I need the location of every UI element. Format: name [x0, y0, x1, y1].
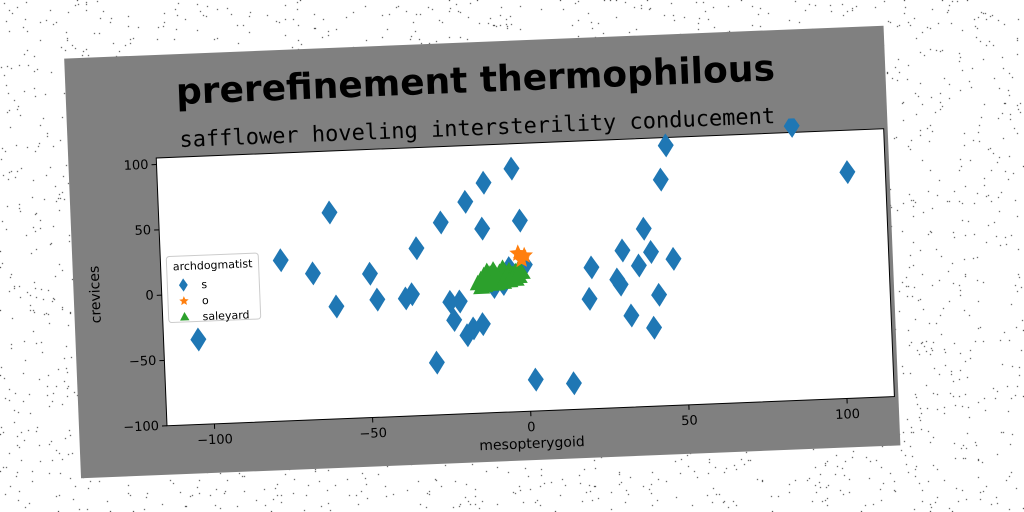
- legend-title: archdogmatist: [173, 257, 254, 273]
- point-s: [451, 289, 468, 314]
- x-axis-label: mesopterygoid: [479, 434, 585, 454]
- point-s: [643, 239, 660, 264]
- x-tick-label: 100: [835, 407, 860, 423]
- point-s: [474, 216, 491, 241]
- point-s: [442, 289, 459, 314]
- point-s: [272, 248, 289, 273]
- y-tick-label: 50: [134, 223, 151, 239]
- point-s: [635, 216, 652, 241]
- point-s: [581, 286, 598, 311]
- point-s: [651, 282, 668, 307]
- legend-label: s: [201, 278, 208, 291]
- point-s: [408, 236, 425, 261]
- y-tick-label: 0: [145, 288, 154, 303]
- point-s: [630, 253, 647, 278]
- point-s: [304, 261, 321, 286]
- point-s: [511, 208, 528, 233]
- point-s: [565, 371, 582, 396]
- point-s: [361, 261, 378, 286]
- legend-marker-saleyard: [180, 312, 190, 321]
- point-s: [432, 210, 449, 235]
- point-s: [459, 323, 476, 348]
- point-s: [623, 303, 640, 328]
- point-s: [657, 133, 674, 158]
- x-tick-label: 50: [681, 413, 698, 429]
- y-axis: −100 −50 0 50 100: [123, 158, 168, 436]
- point-s: [503, 156, 520, 181]
- point-s: [397, 286, 414, 311]
- x-axis: −100 −50 0 50 100: [197, 398, 860, 449]
- x-tick-label: −50: [359, 426, 387, 442]
- chart-figure: prerefinement thermophilous safflower ho…: [64, 25, 901, 479]
- point-saleyard: [507, 270, 525, 287]
- y-tick-label: −50: [129, 354, 157, 370]
- point-s: [646, 315, 663, 340]
- point-s: [465, 316, 482, 341]
- point-s: [369, 287, 386, 312]
- y-tick-label: −100: [123, 419, 159, 435]
- point-s: [190, 327, 207, 352]
- x-tick-label: 0: [527, 420, 536, 435]
- legend-marker-s: [178, 278, 188, 292]
- marks-clip: [190, 114, 856, 396]
- legend-marker-o: [179, 296, 189, 306]
- legend-label: o: [202, 294, 210, 307]
- point-s: [321, 200, 338, 225]
- point-s: [403, 282, 420, 307]
- point-s: [428, 350, 445, 375]
- legend-box: [165, 252, 262, 324]
- point-s: [614, 238, 631, 263]
- point-s: [583, 255, 600, 280]
- point-s: [475, 170, 492, 195]
- x-tick-label: −100: [197, 432, 233, 448]
- point-s: [457, 189, 474, 214]
- point-s: [839, 160, 856, 185]
- point-s: [665, 246, 682, 271]
- y-tick-label: 100: [123, 158, 148, 174]
- point-s: [527, 367, 544, 392]
- point-s: [446, 308, 463, 333]
- point-s: [328, 294, 345, 319]
- point-s: [474, 312, 491, 337]
- point-o: [515, 246, 533, 264]
- data-marks: [190, 114, 856, 396]
- legend-label: saleyard: [202, 308, 249, 323]
- point-s: [783, 114, 800, 138]
- point-saleyard: [473, 278, 491, 295]
- y-axis-label: crevices: [87, 265, 105, 323]
- point-s: [652, 167, 669, 192]
- point-s: [612, 272, 629, 297]
